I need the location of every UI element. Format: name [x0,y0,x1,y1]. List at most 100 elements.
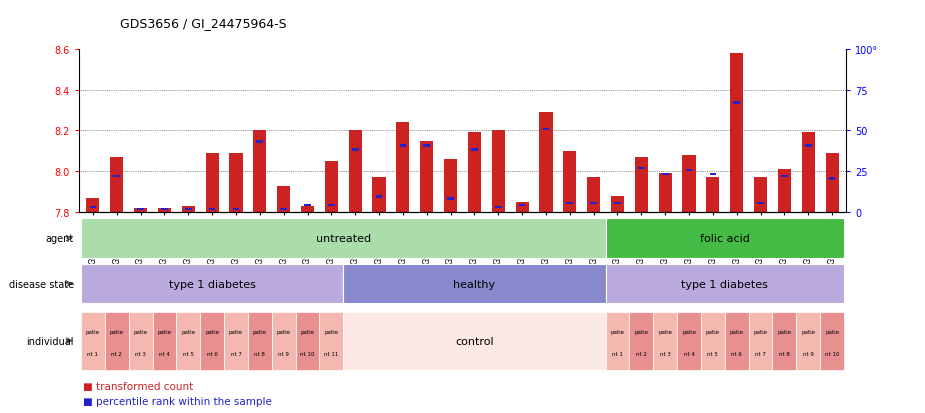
Bar [352,149,359,152]
Bar [253,131,266,213]
Bar [661,173,669,176]
Bar [325,162,338,213]
Text: patie: patie [730,330,744,335]
Bar [638,167,645,170]
Text: patie: patie [205,330,219,335]
Bar [468,133,481,213]
Text: folic acid: folic acid [700,233,749,244]
Bar [185,208,191,211]
Bar [301,206,314,213]
Text: individual: individual [27,336,74,346]
Text: patie: patie [659,330,672,335]
Text: nt 8: nt 8 [779,351,790,356]
Bar [590,202,597,204]
Text: patie: patie [110,330,124,335]
Bar [471,149,477,152]
Bar [707,178,720,213]
Text: nt 3: nt 3 [660,351,671,356]
Bar [205,154,218,213]
Bar [539,113,552,213]
Text: nt 2: nt 2 [635,351,647,356]
Bar [110,158,123,213]
Text: patie: patie [635,330,648,335]
Text: patie: patie [229,330,243,335]
Text: patie: patie [86,330,100,335]
Text: ■ transformed count: ■ transformed count [83,381,193,391]
Text: patie: patie [706,330,720,335]
Text: patie: patie [825,330,839,335]
Text: nt 6: nt 6 [206,351,217,356]
Bar [802,133,815,213]
Text: patie: patie [181,330,195,335]
Text: nt 5: nt 5 [708,351,719,356]
Bar [114,176,120,178]
Bar [233,208,240,211]
Bar [563,152,576,213]
Bar [420,141,433,213]
Text: patie: patie [610,330,624,335]
Text: patie: patie [754,330,768,335]
Bar [659,174,672,213]
Text: patie: patie [301,330,314,335]
Bar [304,204,311,206]
Bar [635,158,648,213]
Bar [610,197,624,213]
Text: nt 10: nt 10 [825,351,839,356]
Text: nt 10: nt 10 [301,351,314,356]
Bar [778,170,791,213]
Bar [209,208,216,211]
Bar [137,208,144,211]
Text: type 1 diabetes: type 1 diabetes [168,279,255,289]
Bar [396,123,410,213]
Bar [587,178,600,213]
Bar [181,206,195,213]
Text: nt 2: nt 2 [111,351,122,356]
Bar [829,178,835,180]
Text: nt 3: nt 3 [135,351,146,356]
Bar [754,178,767,213]
Bar [448,198,454,200]
Text: type 1 diabetes: type 1 diabetes [682,279,768,289]
Text: nt 7: nt 7 [230,351,241,356]
Bar [495,206,501,209]
Text: healthy: healthy [453,279,496,289]
Text: GDS3656 / GI_24475964-S: GDS3656 / GI_24475964-S [120,17,287,29]
Bar [278,186,290,213]
Bar [614,202,621,204]
Bar [566,202,574,204]
Bar [229,154,242,213]
Bar [734,102,740,104]
Bar [280,208,287,211]
Bar [400,145,406,147]
Text: patie: patie [133,330,148,335]
Bar [90,206,96,209]
Bar [328,204,335,206]
Bar [825,154,839,213]
Text: nt 8: nt 8 [254,351,265,356]
Text: ■ percentile rank within the sample: ■ percentile rank within the sample [83,396,272,406]
Bar [161,208,167,211]
Text: patie: patie [253,330,266,335]
Bar [373,178,386,213]
Bar [685,169,692,172]
Bar [444,160,457,213]
Bar [730,54,744,213]
Bar [134,209,147,213]
Text: patie: patie [801,330,815,335]
Text: nt 5: nt 5 [183,351,193,356]
Bar [376,196,382,198]
Bar [781,176,788,178]
Text: disease state: disease state [9,279,74,289]
Text: nt 1: nt 1 [612,351,623,356]
Bar [349,131,362,213]
Text: patie: patie [277,330,290,335]
Text: untreated: untreated [315,233,371,244]
Bar [86,198,100,213]
Text: agent: agent [45,233,74,244]
Text: patie: patie [682,330,696,335]
Text: patie: patie [777,330,792,335]
Text: nt 9: nt 9 [803,351,814,356]
Bar [543,129,549,131]
Bar [805,145,811,147]
Bar [515,202,529,213]
